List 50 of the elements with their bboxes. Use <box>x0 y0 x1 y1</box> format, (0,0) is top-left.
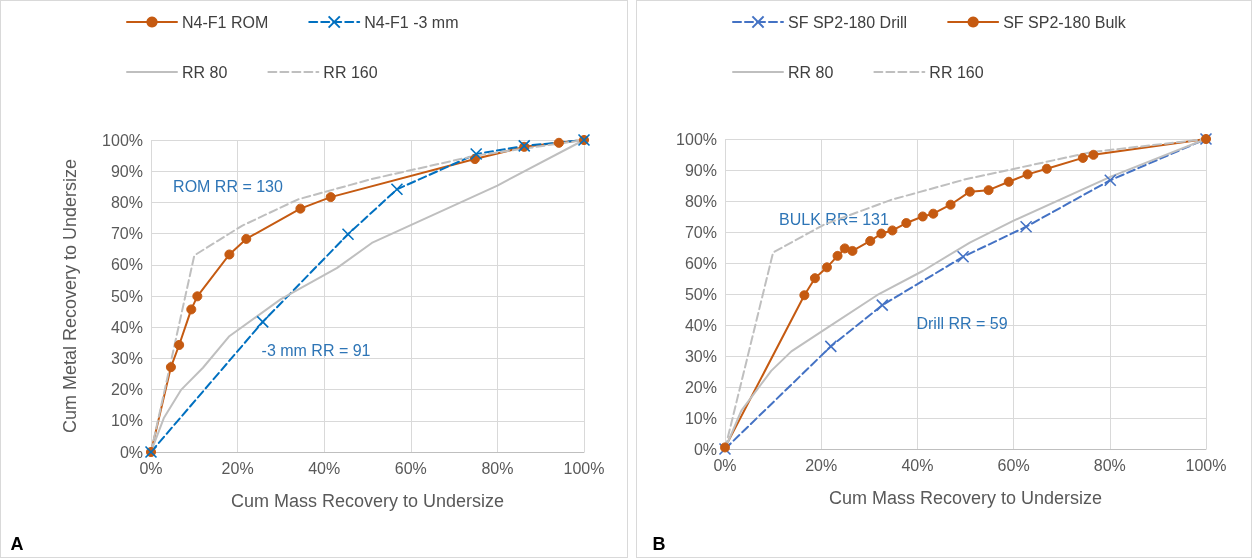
legend-label: RR 160 <box>323 63 378 81</box>
y-tick-label: 40% <box>684 316 717 334</box>
y-tick-label: 10% <box>684 409 717 427</box>
x-tick-label: 20% <box>221 459 254 477</box>
x-tick-label: 80% <box>481 459 514 477</box>
x-tick-label: 60% <box>394 459 427 477</box>
legend-label: N4-F1 ROM <box>182 13 269 31</box>
x-tick-label: 40% <box>308 459 341 477</box>
text: A <box>10 534 24 554</box>
x-tick-label: 0% <box>139 459 163 477</box>
legend-label: SF SP2-180 Bulk <box>1003 13 1127 31</box>
x-tick-label: 60% <box>997 456 1030 474</box>
y-tick-label: 70% <box>684 223 717 241</box>
y-tick-label: 50% <box>684 285 717 303</box>
legend-label: N4-F1 -3 mm <box>364 13 459 31</box>
legend-label: RR 80 <box>182 63 228 81</box>
y-tick-label: 60% <box>684 254 717 272</box>
annotation: ROM RR = 130 <box>173 177 284 195</box>
x-axis-title: Cum Mass Recovery to Undersize <box>828 488 1103 508</box>
y-tick-label: 80% <box>684 192 717 210</box>
legend-label: SF SP2-180 Drill <box>788 13 908 31</box>
x-tick-label: 40% <box>901 456 934 474</box>
y-tick-label: 80% <box>110 193 143 211</box>
y-tick-label: 0% <box>693 440 717 458</box>
legend-label: RR 160 <box>929 63 984 81</box>
y-tick-label: 70% <box>110 225 143 243</box>
x-axis-title: Cum Mass Recovery to Undersize <box>230 491 505 511</box>
y-tick-label: 0% <box>119 443 143 461</box>
legend-label: RR 80 <box>788 63 834 81</box>
text: B <box>652 534 666 554</box>
x-tick-label: 80% <box>1093 456 1126 474</box>
x-tick-label: 100% <box>1185 456 1227 474</box>
y-tick-label: 40% <box>110 318 143 336</box>
y-tick-label: 50% <box>110 287 143 305</box>
y-tick-label: 100% <box>676 130 717 148</box>
y-tick-label: 60% <box>110 256 143 274</box>
y-tick-label: 30% <box>684 347 717 365</box>
y-tick-label: 20% <box>110 381 143 399</box>
x-tick-label: 100% <box>563 459 605 477</box>
y-tick-label: 20% <box>684 378 717 396</box>
x-tick-label: 20% <box>805 456 838 474</box>
y-tick-label: 90% <box>684 161 717 179</box>
annotation: -3 mm RR = 91 <box>261 341 371 359</box>
annotation: Drill RR = 59 <box>916 314 1008 332</box>
y-tick-label: 100% <box>102 131 143 149</box>
y-tick-label: 30% <box>110 349 143 367</box>
y-tick-label: 90% <box>110 162 143 180</box>
x-tick-label: 0% <box>713 456 737 474</box>
y-tick-label: 10% <box>110 412 143 430</box>
y-axis-title: Cum Metal Recovery to Undersize <box>60 158 80 434</box>
